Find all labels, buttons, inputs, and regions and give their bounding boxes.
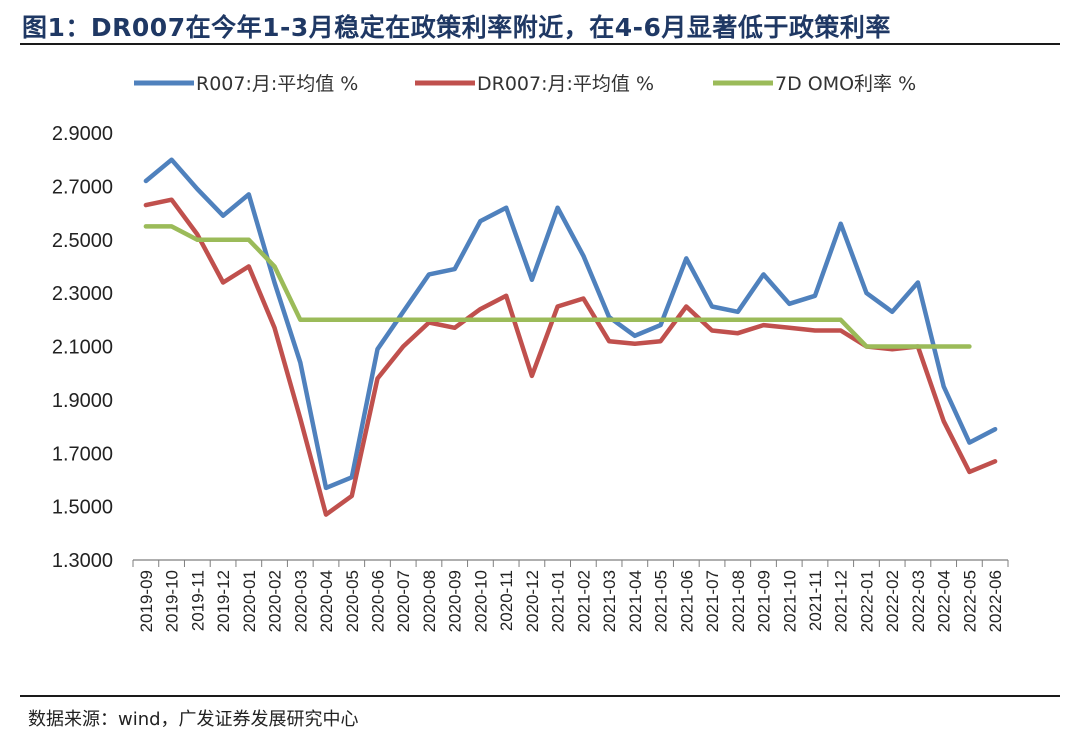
series-line-3 (143, 224, 972, 349)
x-tick-label: 2021-11 (806, 570, 825, 631)
legend-label: R007:月:平均值 % (196, 73, 358, 95)
x-tick-label: 2020-05 (343, 570, 362, 632)
y-tick-label: 1.5000 (52, 497, 113, 519)
x-tick-label: 2021-05 (652, 570, 671, 632)
y-tick-label: 1.9000 (52, 390, 113, 412)
x-tick-label: 2019-12 (214, 570, 233, 632)
x-tick-label: 2020-09 (446, 570, 465, 632)
y-tick-label: 2.5000 (52, 230, 113, 252)
x-tick-label: 2021-02 (574, 570, 593, 632)
x-tick-label: 2019-10 (163, 570, 182, 632)
x-tick-label: 2021-07 (703, 570, 722, 632)
legend-item: R007:月:平均值 % (134, 73, 358, 95)
x-tick-label: 2022-01 (857, 570, 876, 632)
series-line-2 (143, 197, 998, 517)
x-tick-label: 2020-07 (394, 570, 413, 632)
x-tick-label: 2022-02 (883, 570, 902, 632)
x-tick-label: 2021-12 (832, 570, 851, 632)
x-tick-label: 2020-03 (291, 570, 310, 632)
legend-item: 7D OMO利率 % (713, 73, 916, 95)
legend-item: DR007:月:平均值 % (415, 73, 654, 95)
legend-label: 7D OMO利率 % (775, 73, 916, 95)
x-tick-label: 2021-06 (677, 570, 696, 632)
y-tick-label: 2.1000 (52, 337, 113, 359)
x-tick-label: 2019-11 (188, 570, 207, 631)
x-tick-label: 2021-03 (600, 570, 619, 632)
x-tick-label: 2020-04 (317, 570, 336, 632)
x-tick-label: 2021-01 (549, 570, 568, 632)
x-tick-label: 2020-12 (523, 570, 542, 632)
y-tick-label: 2.7000 (52, 176, 113, 198)
line-chart: R007:月:平均值 % DR007:月:平均值 % 7D OMO利率 % 1.30… (52, 73, 1009, 632)
x-tick-label: 2020-02 (266, 570, 285, 632)
x-tick-label: 2019-09 (137, 570, 156, 632)
y-tick-label: 1.3000 (52, 550, 113, 572)
source-note: 数据来源：wind，广发证券发展研究中心 (28, 709, 359, 730)
legend-label: DR007:月:平均值 % (477, 73, 654, 95)
bottom-rule (20, 695, 1060, 697)
x-tick-label: 2020-11 (497, 570, 516, 631)
y-tick-label: 2.3000 (52, 283, 113, 305)
x-tick-label: 2020-01 (240, 570, 259, 632)
x-tick-label: 2020-10 (471, 570, 490, 632)
y-tick-label: 2.9000 (52, 123, 113, 145)
x-tick-label: 2021-09 (755, 570, 774, 632)
x-tick-label: 2020-06 (368, 570, 387, 632)
chart-legend: R007:月:平均值 % DR007:月:平均值 % 7D OMO利率 % (134, 73, 916, 95)
x-tick-label: 2022-06 (986, 570, 1005, 632)
y-tick-label: 1.7000 (52, 443, 113, 465)
x-tick-label: 2022-03 (909, 570, 928, 632)
x-axis: 2019-09 2019-10 2019-11 2019-12 2020-01 2020-… (132, 559, 1009, 632)
x-tick-label: 2022-04 (935, 570, 954, 632)
top-rule (20, 43, 1060, 45)
x-tick-label: 2022-05 (960, 570, 979, 632)
x-tick-label: 2020-08 (420, 570, 439, 632)
x-tick-label: 2021-04 (626, 570, 645, 632)
y-axis: 1.3000 1.5000 1.7000 1.9000 2.1000 2.3000 2.50… (52, 123, 113, 572)
series-line-1 (143, 157, 998, 491)
figure-title: 图1：DR007在今年1-3月稳定在政策利率附近，在4-6月显著低于政策利率 (22, 13, 891, 42)
plot-area (143, 157, 998, 517)
x-tick-label: 2021-08 (729, 570, 748, 632)
x-tick-label: 2021-10 (780, 570, 799, 632)
